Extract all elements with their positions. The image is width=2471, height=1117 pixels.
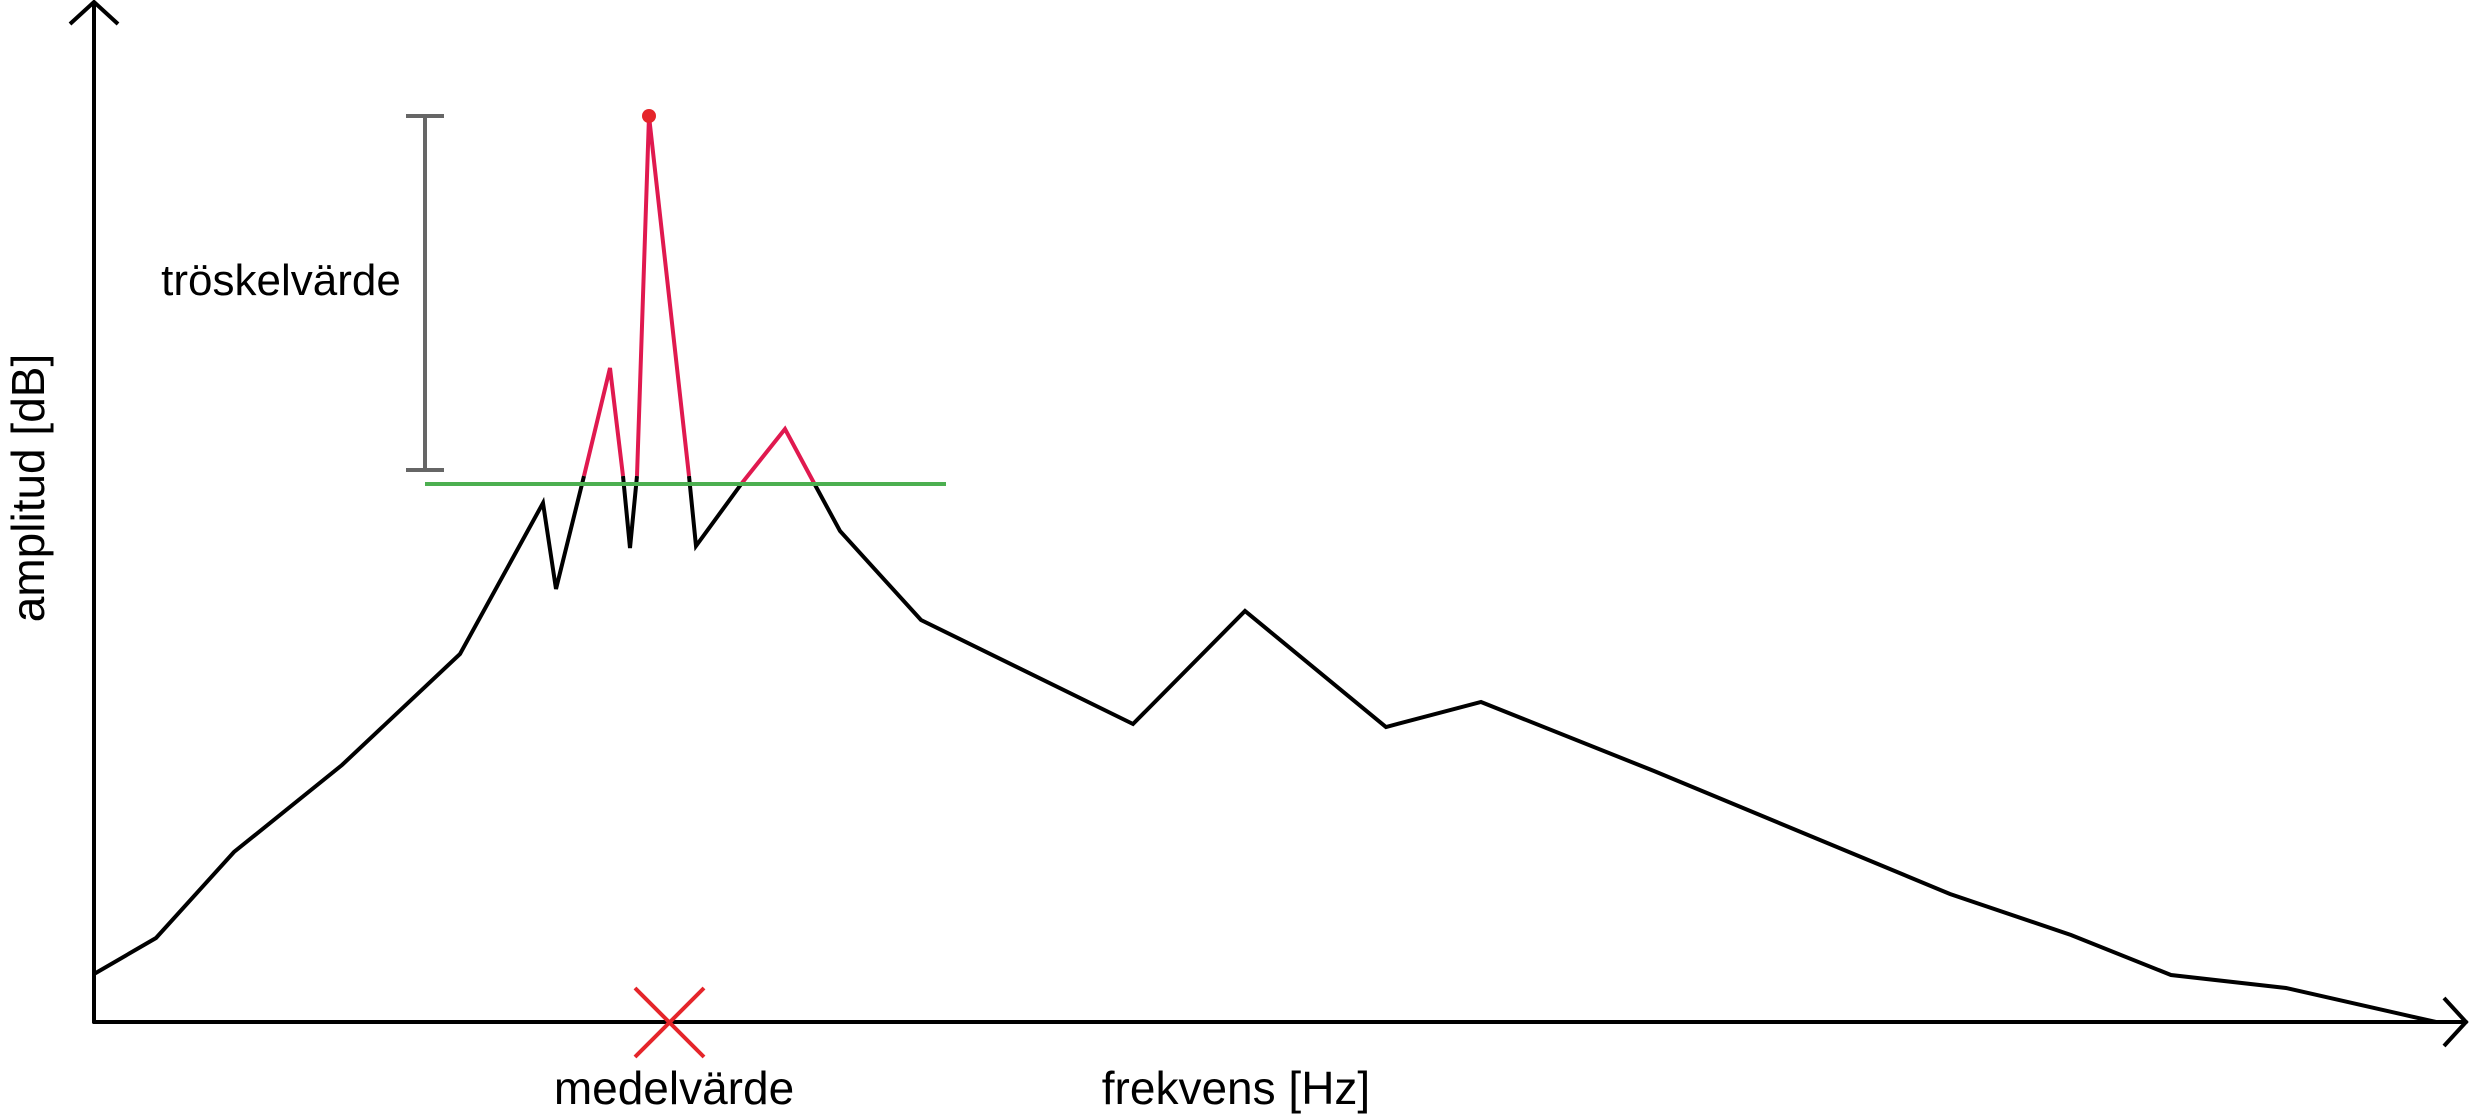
- spectrum-curve-dip: [687, 475, 744, 552]
- mean-marker-cross-icon: [633, 986, 706, 1059]
- x-axis-label: frekvens [Hz]: [1102, 1062, 1370, 1114]
- mean-label: medelvärde: [554, 1062, 794, 1114]
- spectrum-curve-notch: [621, 475, 639, 549]
- threshold-label: tröskelvärde: [161, 256, 401, 305]
- above-threshold-peak-small: [582, 367, 625, 477]
- threshold-bracket: [406, 114, 444, 472]
- spectrum-curve-right: [812, 482, 2437, 1024]
- peak-point: [642, 109, 656, 123]
- spectrum-curve-left: [92, 475, 586, 976]
- x-axis-arrowhead: [2442, 996, 2469, 1048]
- y-axis-arrowhead: [68, 0, 120, 26]
- y-axis-label: amplitud [dB]: [2, 354, 54, 622]
- above-threshold-peak-right: [740, 425, 816, 485]
- above-threshold-peak-main: [635, 115, 691, 477]
